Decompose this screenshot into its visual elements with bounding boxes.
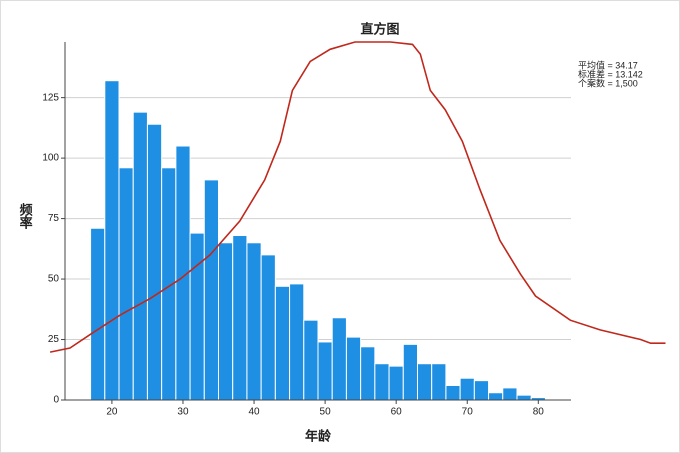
y-tick-label: 0 [53, 395, 59, 406]
bar [488, 392, 504, 401]
bar [132, 111, 148, 401]
y-tick-label: 125 [42, 92, 59, 103]
y-tick-label: 100 [42, 153, 59, 164]
bar [118, 167, 134, 401]
bar [388, 365, 404, 401]
bar [303, 319, 319, 401]
x-tick-label: 70 [462, 407, 474, 418]
bar [402, 343, 418, 401]
y-tick-label: 75 [48, 213, 60, 224]
normal-curve [49, 41, 666, 353]
bar [360, 346, 376, 401]
x-axis-label: 年龄 [305, 428, 332, 443]
bar [317, 341, 333, 401]
x-tick-label: 60 [391, 407, 403, 418]
chart-title: 直方图 [360, 21, 399, 36]
x-tick-label: 30 [177, 407, 189, 418]
x-tick-label: 40 [248, 407, 260, 418]
y-tick-label: 25 [48, 334, 60, 345]
bar [331, 317, 347, 401]
bar [289, 283, 305, 401]
bar [416, 363, 433, 401]
x-tick-label: 20 [106, 407, 118, 418]
bar [203, 179, 220, 401]
bar [232, 235, 248, 401]
bar [260, 254, 276, 401]
x-tick-label: 80 [533, 407, 545, 418]
bar [345, 336, 362, 401]
bar [189, 232, 205, 401]
bar [246, 242, 262, 401]
y-axis-label: 频率 [18, 202, 33, 230]
stats-label: 个案数 = 1,500 [578, 77, 638, 88]
bar [146, 123, 163, 401]
bar [516, 394, 532, 401]
bar [90, 227, 106, 401]
bar [431, 363, 447, 401]
bar [274, 285, 291, 401]
bar [374, 363, 390, 401]
bar [104, 80, 120, 401]
stats-label: 标准差 = 13.142 [578, 68, 643, 79]
bar [459, 377, 475, 401]
y-tick-label: 50 [48, 274, 60, 285]
bar [473, 380, 490, 401]
x-tick-label: 50 [320, 407, 332, 418]
bar [445, 384, 461, 401]
stats-label: 平均值 = 34.17 [578, 59, 638, 70]
bar [502, 387, 518, 401]
bar [218, 242, 234, 401]
